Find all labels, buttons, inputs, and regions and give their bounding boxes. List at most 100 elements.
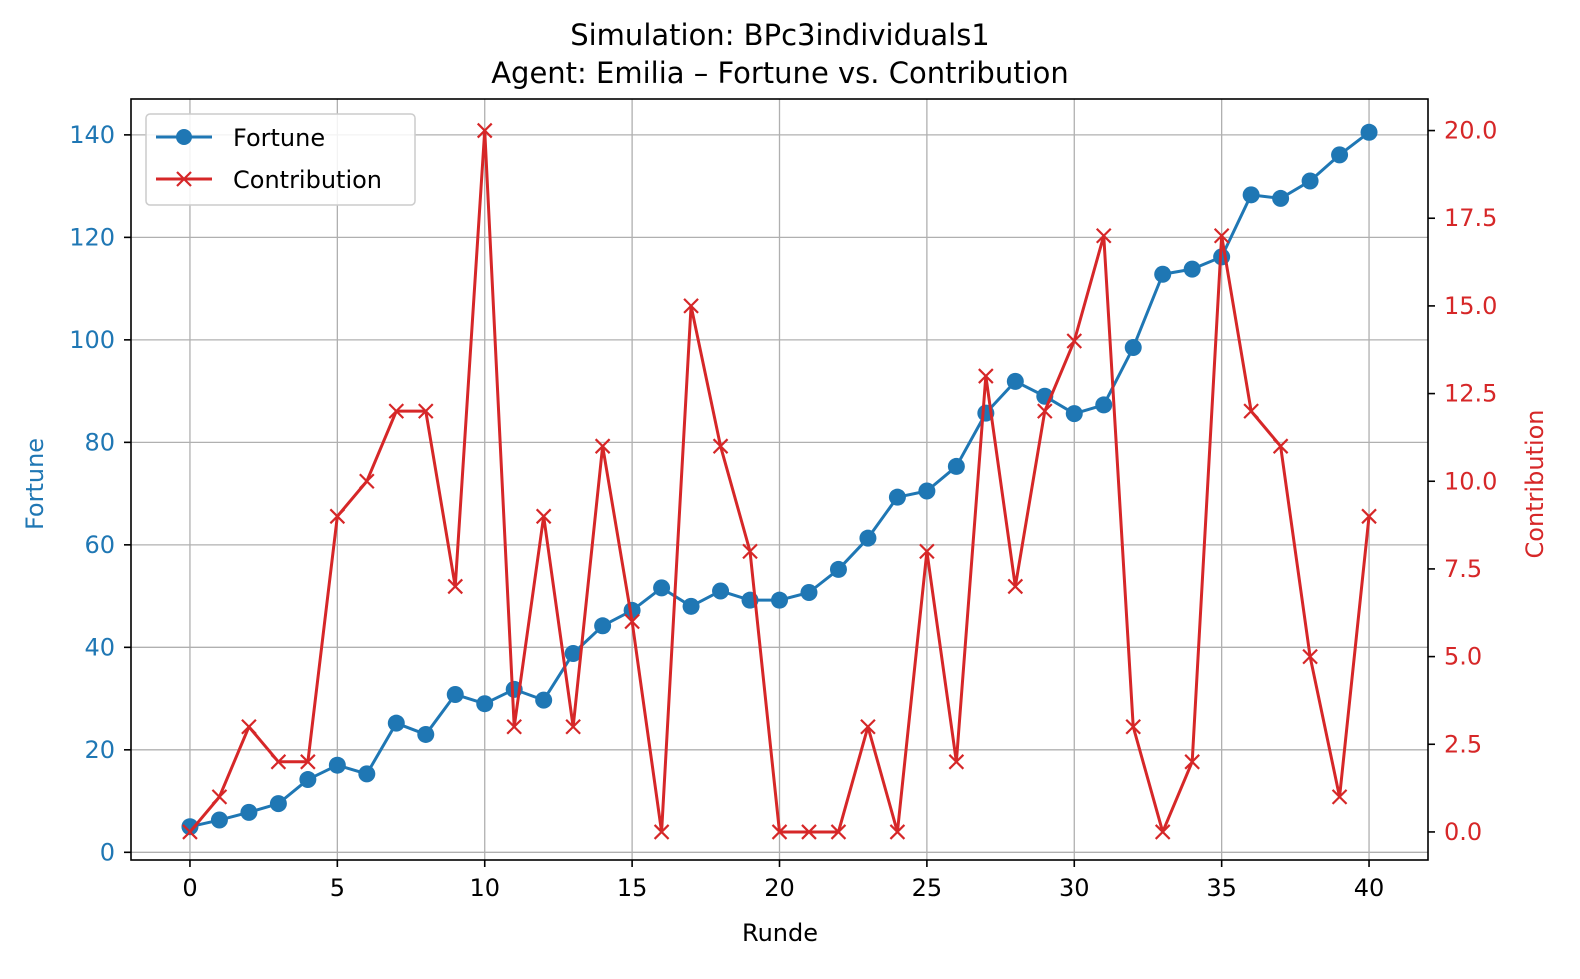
data-point-contribution: [742, 543, 758, 560]
data-point-fortune: [712, 582, 730, 600]
data-point-fortune: [476, 695, 494, 713]
right-y-tick-label: 10.0: [1444, 467, 1497, 495]
data-point-fortune: [682, 597, 700, 615]
x-axis-label: Runde: [742, 919, 818, 947]
data-point-contribution: [1037, 403, 1053, 419]
x-tick-label: 25: [912, 874, 943, 902]
data-point-contribution: [830, 824, 847, 840]
legend-marker-fortune: [176, 129, 192, 145]
x-tick-label: 30: [1059, 874, 1090, 902]
data-point-contribution: [653, 824, 670, 840]
data-point-contribution: [1361, 508, 1377, 525]
data-point-fortune: [535, 691, 553, 709]
data-point-fortune: [918, 482, 936, 500]
x-tick-label: 5: [330, 874, 345, 902]
data-point-contribution: [1007, 578, 1024, 595]
right-y-tick-label: 20.0: [1444, 117, 1497, 145]
data-point-fortune: [446, 685, 464, 703]
x-tick-label: 20: [764, 874, 795, 902]
legend-box: [145, 113, 416, 206]
data-point-fortune: [829, 560, 847, 578]
left-y-tick-label: 100: [69, 326, 115, 354]
grid-lines: [131, 99, 1428, 860]
left-y-tick-label: 80: [84, 428, 115, 456]
data-point-contribution: [565, 718, 581, 735]
data-point-contribution: [712, 438, 729, 454]
legend: Fortune Contribution: [145, 113, 416, 206]
data-point-contribution: [1095, 227, 1112, 244]
data-point-contribution: [1243, 403, 1259, 419]
right-y-tick-label: 5.0: [1444, 643, 1482, 671]
left-y-tick-label: 0: [100, 838, 115, 866]
data-point-contribution: [241, 718, 257, 735]
data-point-fortune: [1095, 396, 1113, 414]
data-point-fortune: [1124, 339, 1142, 357]
data-point-contribution: [447, 578, 464, 595]
data-point-fortune: [210, 811, 228, 829]
data-point-fortune: [299, 771, 317, 789]
right-y-tick-label: 15.0: [1444, 292, 1497, 320]
axes: 0 5 10 15 20 25 30 35 40 0 20 40 60 80 100 120 140 0.0 2.5…: [69, 117, 1497, 902]
left-y-tick-label: 120: [69, 223, 115, 251]
data-point-fortune: [240, 803, 258, 821]
right-y-tick-label: 12.5: [1444, 380, 1497, 408]
chart-title-line-2: Agent: Emilia – Fortune vs. Contribution: [491, 56, 1069, 90]
data-point-fortune: [859, 529, 877, 547]
data-point-fortune: [800, 583, 818, 601]
x-tick-label: 0: [182, 874, 197, 902]
legend-entry-fortune: Fortune: [156, 124, 325, 152]
data-point-contribution: [771, 824, 788, 840]
legend-label-fortune: Fortune: [233, 124, 325, 152]
series-layer: [181, 122, 1378, 840]
data-point-contribution: [182, 824, 198, 840]
data-point-contribution: [1213, 227, 1230, 244]
data-point-contribution: [506, 718, 522, 735]
data-point-fortune: [594, 617, 612, 635]
left-y-tick-label: 20: [84, 736, 115, 764]
data-point-contribution: [359, 473, 375, 490]
data-point-fortune: [328, 756, 346, 774]
data-point-fortune: [771, 591, 788, 609]
data-point-contribution: [801, 824, 817, 840]
data-point-fortune: [888, 488, 906, 506]
data-point-fortune: [417, 725, 435, 743]
data-point-fortune: [947, 457, 965, 475]
x-tick-label: 35: [1206, 874, 1237, 902]
data-point-contribution: [948, 754, 965, 770]
x-tick-label: 15: [617, 874, 648, 902]
data-point-contribution: [1272, 438, 1289, 454]
left-y-axis-label: Fortune: [21, 438, 49, 530]
data-point-contribution: [211, 789, 228, 805]
data-point-contribution: [329, 508, 346, 525]
data-point-contribution: [683, 298, 699, 314]
left-y-tick-label: 140: [69, 121, 115, 149]
data-point-fortune: [1242, 186, 1260, 204]
data-point-contribution: [270, 754, 287, 770]
data-point-fortune: [387, 714, 405, 732]
data-point-fortune: [1301, 172, 1319, 190]
data-point-fortune: [1331, 146, 1349, 164]
right-y-tick-label: 0.0: [1444, 818, 1482, 846]
data-point-fortune: [1183, 260, 1201, 278]
right-y-axis-label: Contribution: [1521, 409, 1549, 558]
data-point-contribution: [300, 754, 316, 770]
data-point-fortune: [1154, 265, 1172, 283]
data-point-contribution: [1184, 754, 1200, 770]
data-point-fortune: [1272, 189, 1290, 207]
x-tick-label: 40: [1354, 874, 1385, 902]
data-point-contribution: [624, 613, 640, 630]
data-point-fortune: [358, 765, 376, 783]
data-point-fortune: [181, 818, 199, 836]
data-point-contribution: [1066, 333, 1083, 349]
data-point-contribution: [417, 403, 434, 419]
data-point-contribution: [860, 718, 876, 735]
right-y-tick-label: 17.5: [1444, 204, 1497, 232]
right-y-tick-label: 7.5: [1444, 555, 1482, 583]
data-point-contribution: [1125, 718, 1142, 735]
right-y-tick-label: 2.5: [1444, 730, 1482, 758]
data-point-fortune: [623, 601, 641, 619]
data-point-contribution: [1154, 824, 1171, 840]
legend-entry-contribution: Contribution: [156, 166, 382, 194]
